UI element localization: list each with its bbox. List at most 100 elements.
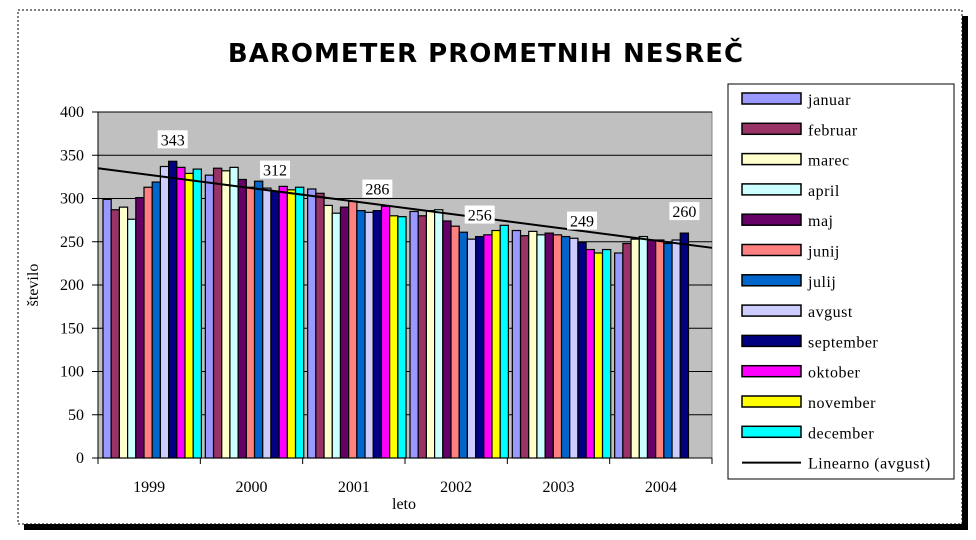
bar-april-2004 (638, 235, 649, 459)
y-tick-label: 50 (68, 407, 84, 424)
x-tick-label-2002: 2002 (440, 479, 472, 496)
bar-avgust-2001 (364, 211, 374, 459)
legend-swatch-februar (741, 122, 802, 136)
y-tick-label: 100 (60, 364, 84, 381)
bar-februar-2000 (212, 167, 223, 459)
legend-label-december: december (808, 425, 874, 442)
bar-december-2001 (397, 216, 407, 459)
y-tick-label: 250 (60, 234, 84, 251)
data-label: 256 (468, 208, 492, 225)
bar-september-2002 (475, 235, 485, 459)
legend-swatch-avgust (741, 304, 802, 317)
bar-november-2003 (593, 252, 604, 459)
bar-marec-2000 (221, 170, 231, 459)
bar-marec-1999 (118, 206, 129, 459)
bar-februar-2001 (315, 192, 325, 459)
trendline-group (97, 167, 713, 249)
bar-november-2001 (389, 215, 399, 459)
x-tick-label-2001: 2001 (338, 479, 370, 496)
bar-januar-2004 (614, 252, 624, 459)
data-label-bg (567, 211, 598, 230)
bar-maj-2002 (442, 220, 452, 459)
legend-label-januar: januar (807, 92, 851, 109)
x-tick-label-1999: 1999 (133, 479, 165, 496)
x-tick-label-2003: 2003 (543, 479, 575, 496)
bar-avgust-1999 (159, 165, 170, 459)
bar-november-2000 (286, 189, 297, 459)
legend-label-november: november (808, 395, 876, 412)
bar-maj-2000 (237, 178, 247, 459)
bar-april-2002 (434, 209, 444, 459)
bar-april-2000 (229, 166, 239, 459)
y-tick-label: 350 (60, 147, 84, 164)
legend-label-trendline: Linearno (avgust) (808, 456, 931, 473)
bar-april-2003 (536, 234, 546, 459)
bar-maj-2003 (544, 232, 554, 459)
bar-avgust-2003 (569, 237, 579, 459)
bar-oktober-1999 (176, 166, 186, 459)
data-label-bg (260, 160, 291, 179)
data-label: 286 (365, 182, 389, 199)
bar-julij-2004 (663, 242, 673, 459)
legend-label-junij: junij (807, 244, 840, 261)
x-tick-label-2004: 2004 (645, 479, 677, 496)
legend-swatch-december (741, 425, 802, 439)
bar-avgust-2002 (466, 238, 477, 459)
legend-swatch-marec (741, 152, 802, 166)
bar-oktober-2001 (380, 205, 391, 459)
bar-julij-1999 (151, 181, 161, 459)
legend-swatch-oktober (741, 364, 802, 378)
y-tick-label: 0 (76, 450, 84, 467)
legend-label-september: september (808, 334, 878, 351)
legend-swatch-junij (741, 243, 802, 257)
bar-junij-2000 (245, 186, 256, 459)
bar-junij-2002 (450, 225, 460, 459)
bar-junij-2004 (655, 239, 665, 459)
bar-marec-2004 (630, 238, 640, 459)
bar-december-2002 (499, 224, 510, 459)
bar-oktober-2002 (483, 234, 493, 459)
x-tick-label-2000: 2000 (236, 479, 268, 496)
data-label: 249 (570, 214, 594, 231)
data-label: 312 (263, 163, 287, 180)
legend-swatch-julij (741, 274, 802, 287)
chart-title: BAROMETER PROMETNIH NESREČ (228, 37, 744, 69)
data-label-bg (464, 205, 495, 224)
y-tick-label: 200 (60, 277, 84, 294)
bar-november-1999 (184, 172, 194, 459)
bar-februar-2003 (519, 235, 530, 459)
legend-label-februar: februar (808, 122, 858, 139)
bar-julij-2003 (560, 235, 571, 459)
legend-items: januar februar marec april maj junij julij avgu… (741, 92, 931, 473)
bar-januar-2002 (409, 210, 419, 459)
data-label-bg (157, 130, 188, 149)
bar-maj-1999 (135, 197, 145, 459)
bar-december-2003 (601, 248, 612, 459)
bar-februar-1999 (110, 209, 120, 459)
data-labels: 343 312 286 256 249 260 (157, 130, 700, 231)
y-tick-label: 150 (60, 320, 84, 337)
legend-swatch-maj (741, 213, 802, 226)
bar-avgust-2004 (671, 239, 681, 459)
y-tick-label: 400 (60, 104, 84, 121)
legend-label-oktober: oktober (808, 365, 861, 382)
bar-oktober-2003 (585, 248, 595, 459)
legend-label-avgust: avgust (808, 304, 853, 321)
data-label: 343 (161, 132, 185, 149)
bar-maj-2001 (339, 206, 350, 459)
bar-april-1999 (126, 218, 137, 459)
legend-label-julij: julij (807, 274, 836, 291)
bar-september-1999 (168, 160, 178, 459)
y-tick-label: 300 (60, 191, 84, 208)
trendline (97, 167, 713, 249)
bar-marec-2001 (323, 204, 333, 459)
bar-januar-2001 (307, 188, 317, 459)
bar-marec-2003 (528, 230, 538, 459)
bar-maj-2004 (646, 239, 657, 459)
bar-november-2002 (491, 229, 501, 459)
legend-label-marec: marec (808, 153, 850, 170)
legend-swatch-januar (741, 92, 802, 105)
bar-september-2004 (679, 232, 690, 459)
y-ticks: 0 50 100 150 200 250 300 350 400 (60, 104, 98, 467)
